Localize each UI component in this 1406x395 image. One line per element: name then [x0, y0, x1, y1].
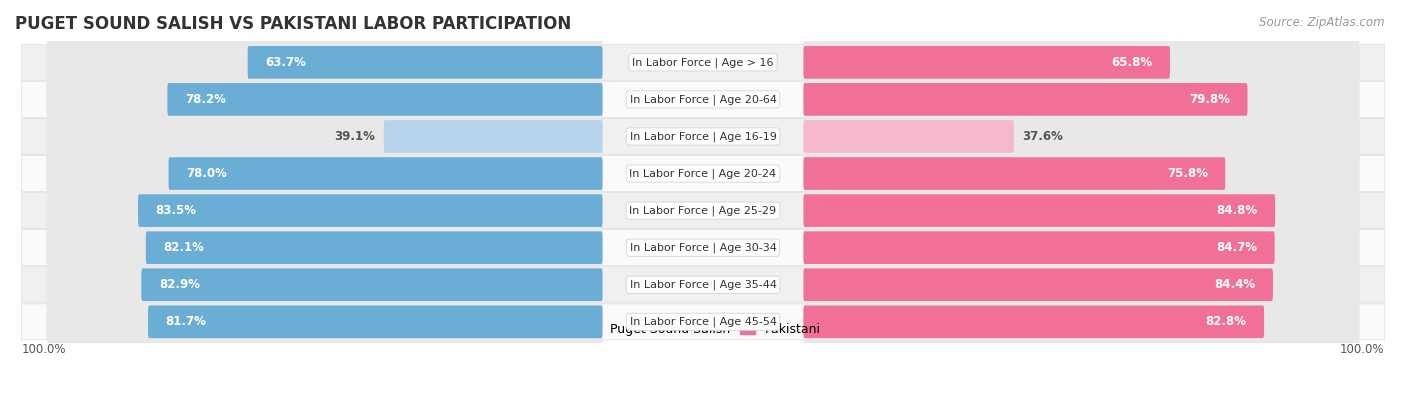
FancyBboxPatch shape [803, 46, 1170, 79]
Text: Source: ZipAtlas.com: Source: ZipAtlas.com [1260, 16, 1385, 29]
FancyBboxPatch shape [21, 230, 1385, 266]
Text: PUGET SOUND SALISH VS PAKISTANI LABOR PARTICIPATION: PUGET SOUND SALISH VS PAKISTANI LABOR PA… [15, 15, 571, 33]
FancyBboxPatch shape [46, 226, 603, 269]
Text: In Labor Force | Age 35-44: In Labor Force | Age 35-44 [630, 280, 776, 290]
Text: In Labor Force | Age 20-24: In Labor Force | Age 20-24 [630, 168, 776, 179]
Text: In Labor Force | Age > 16: In Labor Force | Age > 16 [633, 57, 773, 68]
Text: 75.8%: 75.8% [1167, 167, 1208, 180]
Text: 82.9%: 82.9% [159, 278, 200, 291]
Text: 84.7%: 84.7% [1216, 241, 1257, 254]
FancyBboxPatch shape [142, 269, 603, 301]
Text: 81.7%: 81.7% [166, 315, 207, 328]
Text: 100.0%: 100.0% [21, 343, 66, 356]
FancyBboxPatch shape [247, 46, 603, 79]
FancyBboxPatch shape [21, 44, 1385, 80]
Text: 63.7%: 63.7% [266, 56, 307, 69]
FancyBboxPatch shape [46, 78, 603, 121]
FancyBboxPatch shape [21, 118, 1385, 154]
Text: In Labor Force | Age 20-64: In Labor Force | Age 20-64 [630, 94, 776, 105]
Text: In Labor Force | Age 25-29: In Labor Force | Age 25-29 [630, 205, 776, 216]
FancyBboxPatch shape [803, 157, 1226, 190]
FancyBboxPatch shape [169, 157, 603, 190]
Text: 82.8%: 82.8% [1205, 315, 1247, 328]
FancyBboxPatch shape [167, 83, 603, 116]
FancyBboxPatch shape [21, 81, 1385, 117]
FancyBboxPatch shape [803, 41, 1360, 84]
Text: 65.8%: 65.8% [1111, 56, 1153, 69]
FancyBboxPatch shape [803, 263, 1360, 306]
FancyBboxPatch shape [384, 120, 603, 153]
Text: 37.6%: 37.6% [1022, 130, 1063, 143]
Text: 78.0%: 78.0% [186, 167, 226, 180]
FancyBboxPatch shape [46, 152, 603, 195]
Text: 79.8%: 79.8% [1189, 93, 1230, 106]
FancyBboxPatch shape [21, 156, 1385, 192]
FancyBboxPatch shape [803, 226, 1360, 269]
FancyBboxPatch shape [803, 189, 1360, 232]
Text: 84.4%: 84.4% [1215, 278, 1256, 291]
FancyBboxPatch shape [803, 78, 1360, 121]
FancyBboxPatch shape [46, 41, 603, 84]
FancyBboxPatch shape [803, 269, 1272, 301]
FancyBboxPatch shape [146, 231, 603, 264]
FancyBboxPatch shape [148, 305, 603, 338]
Text: 84.8%: 84.8% [1216, 204, 1258, 217]
Text: In Labor Force | Age 30-34: In Labor Force | Age 30-34 [630, 243, 776, 253]
FancyBboxPatch shape [46, 189, 603, 232]
Text: In Labor Force | Age 45-54: In Labor Force | Age 45-54 [630, 316, 776, 327]
FancyBboxPatch shape [46, 263, 603, 306]
Text: 83.5%: 83.5% [156, 204, 197, 217]
FancyBboxPatch shape [138, 194, 603, 227]
FancyBboxPatch shape [21, 304, 1385, 340]
FancyBboxPatch shape [803, 120, 1014, 153]
FancyBboxPatch shape [803, 115, 1360, 158]
FancyBboxPatch shape [803, 83, 1247, 116]
Legend: Puget Sound Salish, Pakistani: Puget Sound Salish, Pakistani [579, 318, 827, 341]
FancyBboxPatch shape [803, 301, 1360, 343]
FancyBboxPatch shape [21, 193, 1385, 229]
FancyBboxPatch shape [803, 194, 1275, 227]
Text: 100.0%: 100.0% [1340, 343, 1385, 356]
Text: In Labor Force | Age 16-19: In Labor Force | Age 16-19 [630, 131, 776, 142]
FancyBboxPatch shape [21, 267, 1385, 303]
FancyBboxPatch shape [46, 301, 603, 343]
FancyBboxPatch shape [803, 305, 1264, 338]
FancyBboxPatch shape [46, 115, 603, 158]
FancyBboxPatch shape [803, 152, 1360, 195]
Text: 39.1%: 39.1% [335, 130, 375, 143]
FancyBboxPatch shape [803, 231, 1275, 264]
Text: 78.2%: 78.2% [184, 93, 226, 106]
Text: 82.1%: 82.1% [163, 241, 204, 254]
